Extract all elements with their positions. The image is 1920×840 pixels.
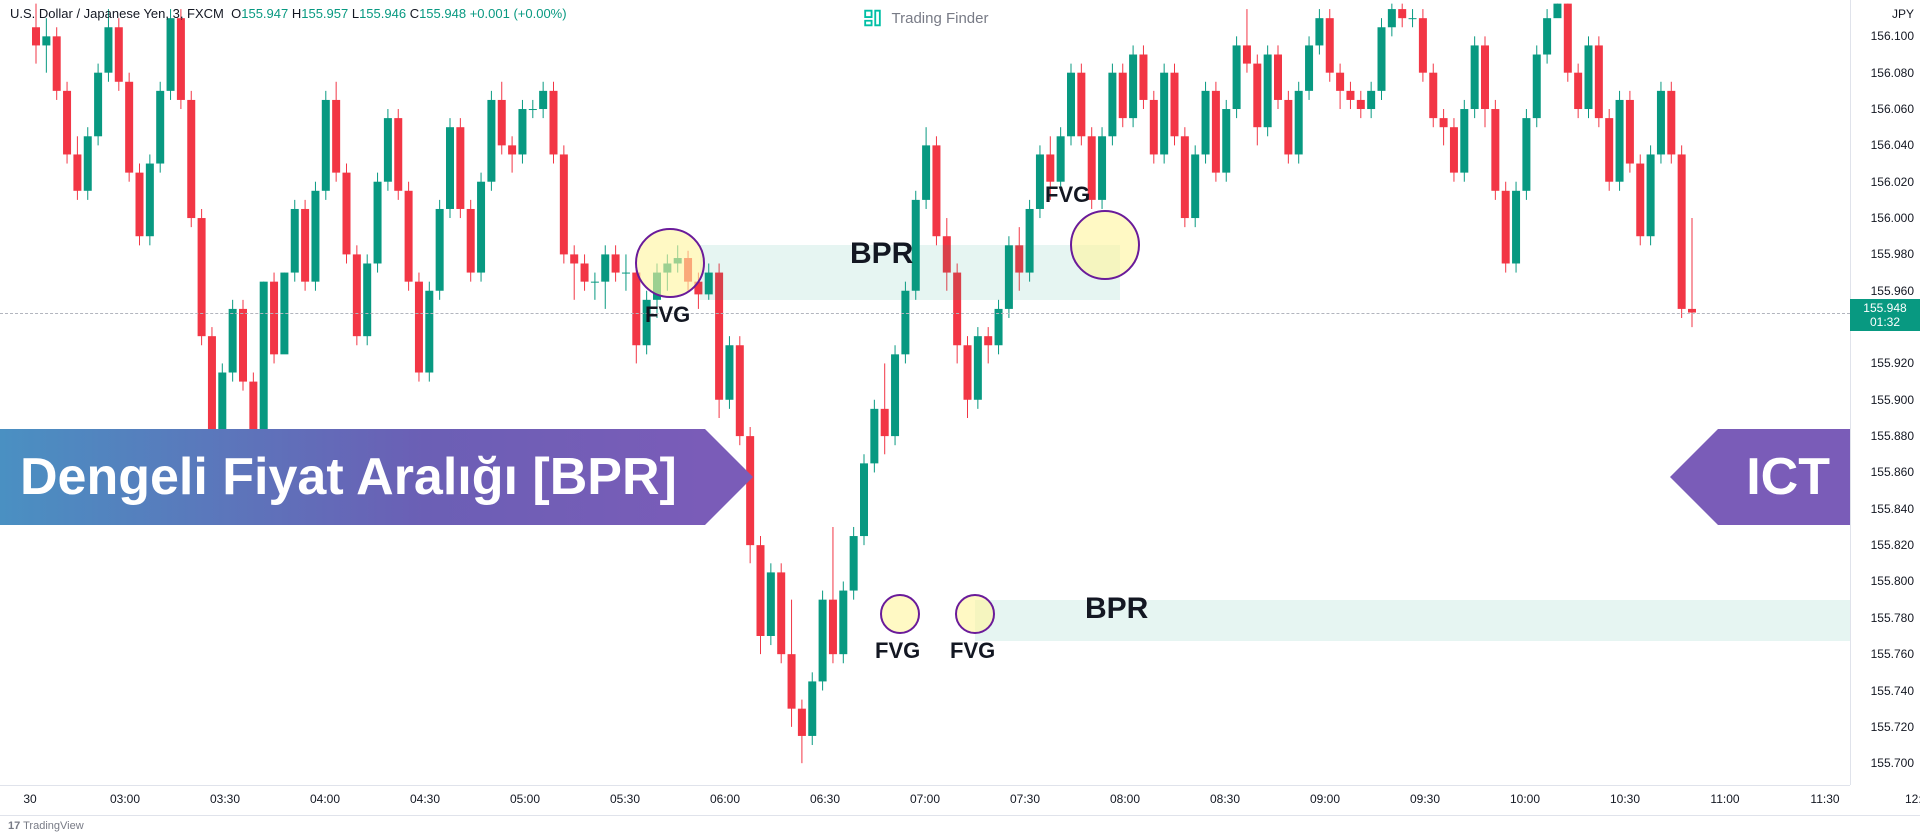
time-tick: 12:00 [1905,792,1920,806]
bpr-label: BPR [850,237,913,271]
time-tick: 06:30 [810,792,840,806]
yaxis-unit: JPY [1892,7,1914,21]
footer: 17 TradingView [0,815,1920,840]
time-tick: 07:00 [910,792,940,806]
bpr-label: BPR [1085,592,1148,626]
price-tick: 156.080 [1871,66,1914,80]
price-axis[interactable]: JPY 156.100 156.080 156.060 156.040 156.020 1… [1850,0,1920,785]
candlestick-chart [0,0,1850,785]
time-tick: 10:00 [1510,792,1540,806]
price-tick: 156.040 [1871,138,1914,152]
price-tick: 155.860 [1871,465,1914,479]
ohlc-low: 155.946 [359,6,406,21]
time-tick: 08:00 [1110,792,1140,806]
title-banner-text: Dengeli Fiyat Aralığı [BPR] [0,429,705,525]
fvg-circle [1070,210,1140,280]
fvg-label: FVG [950,638,995,664]
price-tick: 155.880 [1871,429,1914,443]
fvg-label: FVG [875,638,920,664]
symbol-ohlc: U.S. Dollar / Japanese Yen, 3, FXCM O155… [10,6,567,21]
fvg-label: FVG [645,302,690,328]
price-tick: 156.000 [1871,211,1914,225]
price-tick: 155.920 [1871,356,1914,370]
time-tick: 06:00 [710,792,740,806]
title-banner: Dengeli Fiyat Aralığı [BPR] [0,429,705,525]
time-tick: 11:30 [1810,792,1839,806]
current-price-badge: 155.948 01:32 [1850,299,1920,332]
time-tick: 07:30 [1010,792,1040,806]
tradingfinder-icon [862,7,884,29]
time-axis[interactable]: 30 03:00 03:30 04:00 04:30 05:00 05:30 06:00 06:… [0,785,1850,815]
watermark-logo: Trading Finder [852,4,999,32]
ohlc-pct: (+0.00%) [513,6,566,21]
current-price-line [0,313,1850,314]
time-tick: 03:30 [210,792,240,806]
ohlc-high: 155.957 [301,6,348,21]
countdown-value: 01:32 [1856,315,1914,329]
price-tick: 155.820 [1871,538,1914,552]
ohlc-close: 155.948 [419,6,466,21]
time-tick: 09:00 [1310,792,1340,806]
price-tick: 156.020 [1871,175,1914,189]
price-tick: 155.760 [1871,647,1914,661]
price-tick: 155.740 [1871,684,1914,698]
time-tick: 03:00 [110,792,140,806]
time-tick: 30 [23,792,36,806]
price-tick: 156.060 [1871,102,1914,116]
time-tick: 11:00 [1710,792,1739,806]
symbol-text: U.S. Dollar / Japanese Yen, 3, FXCM [10,6,224,21]
time-tick: 09:30 [1410,792,1440,806]
price-tick: 155.980 [1871,247,1914,261]
time-tick: 05:00 [510,792,540,806]
price-tick: 156.100 [1871,29,1914,43]
price-tick: 155.700 [1871,756,1914,770]
ohlc-change: +0.001 [470,6,510,21]
price-tick: 155.960 [1871,284,1914,298]
price-tick: 155.800 [1871,574,1914,588]
chart-area[interactable]: BPR BPR FVG FVG FVG FVG U.S. Dollar / Japane… [0,0,1850,785]
fvg-label: FVG [1045,182,1090,208]
watermark-text: Trading Finder [892,10,989,27]
current-price-value: 155.948 [1856,301,1914,315]
time-tick: 05:30 [610,792,640,806]
price-tick: 155.900 [1871,393,1914,407]
ict-badge: ICT [1718,429,1850,525]
time-tick: 08:30 [1210,792,1240,806]
fvg-circle [635,228,705,298]
footer-text: TradingView [23,820,84,832]
time-tick: 10:30 [1610,792,1640,806]
price-tick: 155.780 [1871,611,1914,625]
ohlc-open: 155.947 [241,6,288,21]
fvg-circle [880,594,920,634]
price-tick: 155.720 [1871,720,1914,734]
price-tick: 155.840 [1871,502,1914,516]
time-tick: 04:30 [410,792,440,806]
fvg-circle [955,594,995,634]
time-tick: 04:00 [310,792,340,806]
